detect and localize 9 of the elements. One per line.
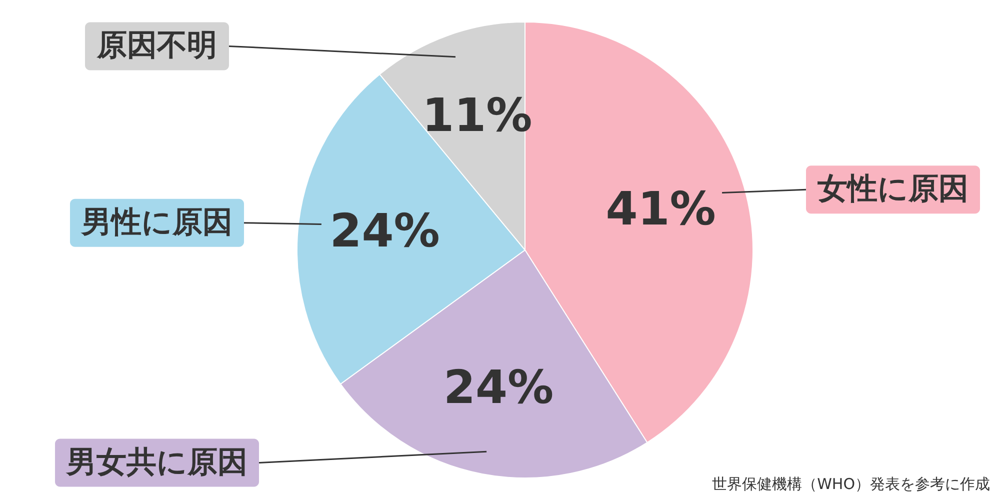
data-label: 41% <box>606 182 716 236</box>
data-label: 24% <box>330 203 440 258</box>
slice-label: 原因不明 <box>96 28 217 64</box>
slice-label: 女性に原因 <box>816 172 968 207</box>
slice-label: 男性に原因 <box>80 204 232 240</box>
data-label: 24% <box>443 360 554 414</box>
text: 世界保健機構（WHO）発表を参考に作成 <box>712 475 990 493</box>
slice-label: 男女共に原因 <box>66 444 248 480</box>
data-label: 11% <box>422 88 532 142</box>
